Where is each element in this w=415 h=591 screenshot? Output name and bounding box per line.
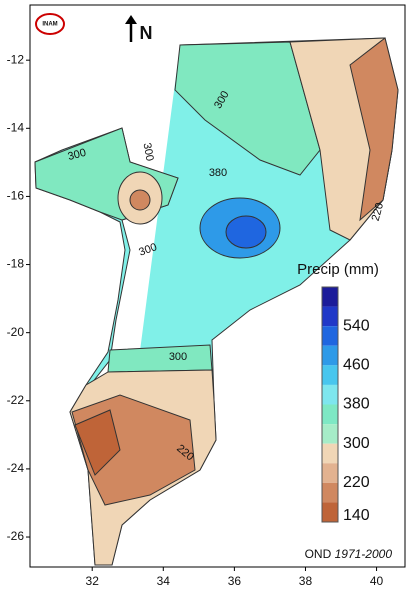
legend-swatch xyxy=(322,384,338,405)
legend-label: 220 xyxy=(343,474,370,491)
logo-ring xyxy=(35,13,65,35)
country xyxy=(34,37,399,566)
north-arrow-head xyxy=(125,15,137,24)
y-tick-label: -22 xyxy=(7,393,25,407)
y-tick-label: -12 xyxy=(7,52,25,66)
zone xyxy=(349,37,399,222)
x-tick-label: 38 xyxy=(299,574,313,588)
period: 1971-2000 xyxy=(335,547,393,561)
contour-label: 380 xyxy=(209,167,227,179)
y-tick-label: -18 xyxy=(7,257,25,271)
contour-label: 300 xyxy=(137,241,158,259)
legend-swatch xyxy=(322,463,338,483)
logo: INAM xyxy=(35,13,65,35)
footer: OND 1971-2000 xyxy=(305,547,393,561)
contour-label: 220 xyxy=(370,202,386,223)
legend-label: 300 xyxy=(343,435,370,452)
zone xyxy=(107,344,213,373)
contour-label: 300 xyxy=(67,147,88,163)
legend-swatch xyxy=(322,482,338,503)
contour-label: 300 xyxy=(141,142,156,162)
season: OND xyxy=(305,547,332,561)
logo-text: INAM xyxy=(42,22,57,28)
y-tick-label: -20 xyxy=(7,325,25,339)
legend-swatch xyxy=(322,443,338,464)
legend-swatch xyxy=(322,287,338,307)
legend-frame xyxy=(321,286,339,523)
y-tick-label: -14 xyxy=(7,120,25,134)
legend-swatch xyxy=(322,306,338,327)
north-label: N xyxy=(140,23,153,43)
legend-swatch xyxy=(322,424,338,444)
x-tick-label: 32 xyxy=(86,574,100,588)
legend-swatch xyxy=(322,326,338,346)
legend-swatch xyxy=(322,502,338,522)
legend-swatch xyxy=(322,404,338,425)
legend-label: 540 xyxy=(343,317,370,334)
legend-swatch xyxy=(322,365,338,385)
legend-swatch xyxy=(322,345,338,366)
y-tick-label: -24 xyxy=(7,461,25,475)
legend-label: 460 xyxy=(343,357,370,374)
zone xyxy=(129,189,151,211)
legend-label: 140 xyxy=(343,507,370,524)
contour-label: 300 xyxy=(169,351,187,363)
y-tick-label: -16 xyxy=(7,189,25,203)
x-tick-label: 34 xyxy=(157,574,171,588)
legend-title: Precip (mm) xyxy=(297,261,379,278)
y-tick-label: -26 xyxy=(7,529,25,543)
zone xyxy=(74,409,121,476)
x-tick-label: 40 xyxy=(370,574,384,588)
legend-label: 380 xyxy=(343,396,370,413)
x-tick-label: 36 xyxy=(228,574,242,588)
zone xyxy=(225,215,267,249)
